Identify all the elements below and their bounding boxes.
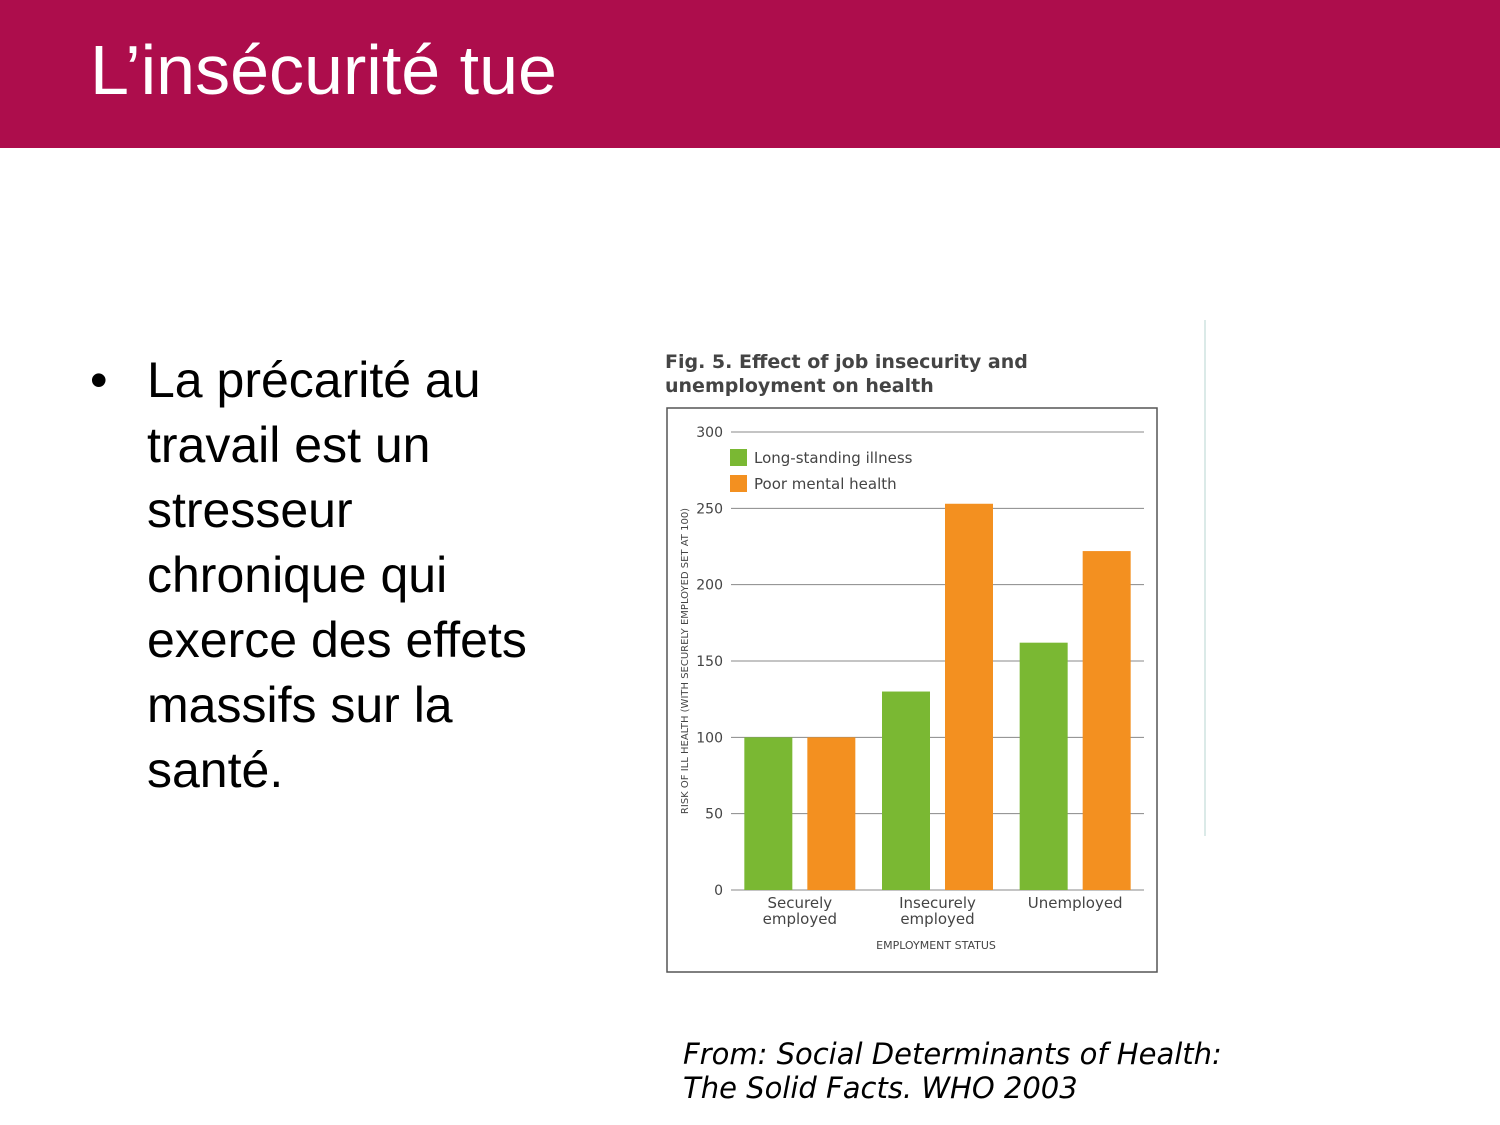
- bar: [1019, 642, 1068, 890]
- y-axis-label: RISK OF ILL HEALTH (WITH SECURELY EMPLOY…: [680, 508, 691, 814]
- bullet-item: • La précarité au travail est un stresseu…: [90, 348, 570, 803]
- bar: [1082, 551, 1131, 890]
- bar: [945, 503, 993, 890]
- x-tick-label: Securely employed: [763, 894, 837, 928]
- bullet-dot: •: [90, 352, 108, 408]
- x-axis-label: EMPLOYMENT STATUS: [876, 939, 996, 952]
- y-tick-label: 300: [696, 425, 723, 441]
- legend-label: Long-standing illness: [754, 449, 913, 467]
- y-tick-label: 250: [696, 501, 723, 517]
- y-tick-label: 150: [696, 654, 723, 670]
- y-tick-label: 50: [705, 807, 723, 823]
- bar: [807, 737, 856, 890]
- bar: [882, 691, 930, 890]
- y-tick-label: 200: [696, 578, 723, 594]
- chart-frame: [666, 407, 1158, 973]
- legend-swatch: [730, 449, 747, 466]
- bullet-text: La précarité au travail est un stresseur…: [147, 352, 527, 798]
- y-tick-label: 100: [696, 730, 723, 746]
- legend-swatch: [730, 475, 747, 492]
- x-tick-label: Insecurely employed: [899, 894, 976, 928]
- legend-label: Poor mental health: [754, 475, 897, 493]
- source-line: From: Social Determinants of Health:: [683, 1037, 1222, 1071]
- header-band: [0, 0, 1500, 148]
- bar: [744, 737, 793, 890]
- source-line: The Solid Facts. WHO 2003: [683, 1071, 1078, 1105]
- slide-title: L’insécurité tue: [90, 31, 557, 109]
- chart-title: Fig. 5. Effect of job insecurity and unem…: [665, 351, 1028, 397]
- x-tick-label: Unemployed: [1028, 894, 1123, 912]
- y-tick-label: 0: [714, 883, 723, 899]
